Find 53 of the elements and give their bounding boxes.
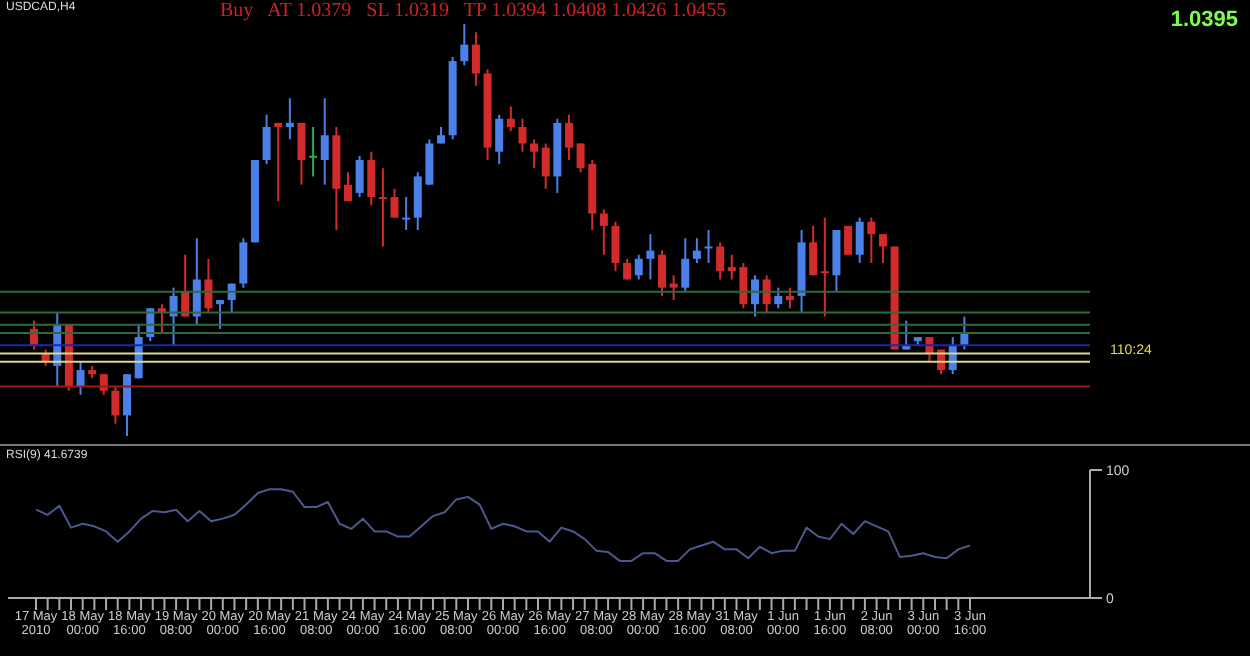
candlestick <box>471 31 480 87</box>
candlestick <box>716 241 725 281</box>
candlestick <box>878 233 887 264</box>
candlestick <box>832 229 841 293</box>
candlestick <box>785 286 794 310</box>
candlestick <box>646 233 655 281</box>
text: Buy AT 1.0379 SL 1.0319 TP 1.0394 1.0408 1.0426 1.0455 <box>220 0 727 22</box>
candlestick <box>564 113 573 161</box>
candlestick <box>390 187 399 219</box>
candlestick <box>378 167 387 248</box>
candlestick <box>634 253 643 281</box>
candlestick <box>774 286 783 310</box>
candlestick <box>658 249 666 297</box>
text: 1.0395 <box>1170 8 1238 32</box>
candlestick <box>681 237 690 293</box>
candlestick <box>239 237 248 289</box>
candlestick <box>367 150 376 207</box>
candlestick <box>495 113 504 166</box>
candlestick <box>704 229 713 264</box>
candlestick <box>344 171 352 203</box>
candlestick <box>320 97 329 186</box>
candlestick <box>402 196 411 231</box>
candlestick <box>192 237 201 326</box>
candlestick <box>599 208 608 256</box>
candlestick <box>99 373 108 396</box>
candlestick <box>611 220 620 273</box>
candlestick <box>809 224 818 277</box>
candlestick <box>460 24 469 67</box>
candlestick <box>844 224 853 256</box>
candlestick <box>123 373 132 436</box>
candlestick <box>692 237 701 264</box>
candlestick <box>285 97 294 141</box>
line-series <box>35 488 971 562</box>
candlestick <box>820 216 829 318</box>
candlestick <box>855 216 864 264</box>
candlestick <box>297 121 306 186</box>
candlestick <box>518 117 527 153</box>
candlestick <box>204 257 213 314</box>
candlestick <box>530 138 539 170</box>
candlestick <box>669 274 678 302</box>
candlestick <box>76 360 85 396</box>
candlestick <box>762 274 771 314</box>
candlestick <box>216 299 225 330</box>
candlestick <box>169 286 178 347</box>
candlestick <box>355 154 364 199</box>
candlestick <box>506 105 515 133</box>
candlestick <box>111 385 120 425</box>
candlestick <box>541 142 550 190</box>
candlestick <box>309 126 318 178</box>
candlestick <box>262 113 271 166</box>
candlestick <box>867 216 876 264</box>
candlestick <box>751 274 760 318</box>
candlestick <box>274 121 283 203</box>
